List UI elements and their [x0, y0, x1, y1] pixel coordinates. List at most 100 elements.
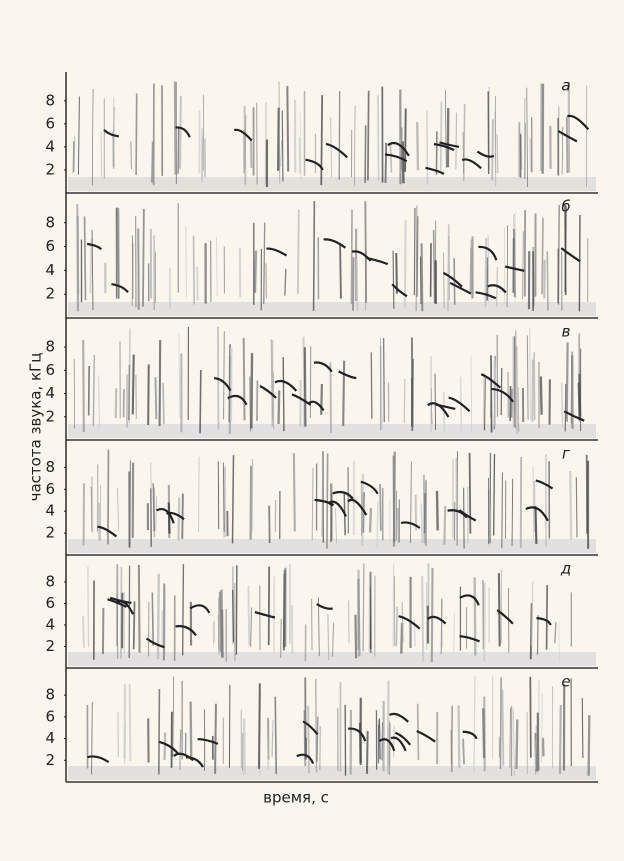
spectrogram-trace: [223, 331, 225, 420]
spectrogram-trace: [298, 136, 301, 174]
spectrogram-trace: [558, 704, 562, 774]
spectrogram-syllable: [525, 506, 549, 522]
spectrogram-trace: [329, 362, 332, 433]
spectrogram-trace: [299, 112, 302, 180]
spectrogram-trace: [137, 565, 141, 653]
spectrogram-trace: [565, 342, 569, 422]
spectrogram-trace: [578, 214, 581, 312]
spectrogram-trace: [499, 677, 502, 769]
spectrogram-trace: [515, 719, 519, 770]
panel-label: г: [562, 445, 570, 463]
spectrogram-syllable: [325, 142, 348, 159]
spectrogram-syllable: [197, 737, 219, 745]
spectrogram-trace: [267, 736, 270, 769]
spectrogram-trace: [339, 244, 342, 299]
spectrogram-trace: [557, 205, 560, 305]
spectrogram-trace: [364, 201, 368, 303]
y-tick-label: 8: [45, 91, 55, 109]
spectrogram-trace: [91, 229, 94, 311]
spectrogram-trace: [432, 229, 436, 304]
spectrogram-trace: [415, 205, 418, 312]
spectrogram-trace: [445, 90, 447, 168]
spectrogram-trace: [470, 356, 473, 434]
spectrogram-trace: [286, 86, 290, 172]
spectrogram-syllable: [475, 291, 497, 300]
panel-label: б: [561, 198, 570, 216]
spectrogram-trace: [335, 508, 337, 544]
spectrogram-trace: [242, 337, 246, 421]
spectrogram-trace: [311, 467, 314, 541]
spectrogram-trace: [569, 470, 573, 540]
spectrogram-trace: [192, 235, 195, 305]
y-tick-label: 6: [45, 707, 55, 725]
spectrogram-trace: [395, 606, 398, 647]
spectrogram-trace: [327, 613, 330, 661]
spectrogram-trace: [501, 689, 505, 766]
spectrogram-trace: [163, 732, 167, 760]
spectrogram-syllable: [459, 635, 480, 643]
spectrogram-syllable: [313, 361, 333, 373]
spectrogram-trace: [404, 108, 407, 172]
spectrogram-trace: [440, 599, 443, 655]
spectrogram-trace: [399, 138, 401, 175]
spectrogram-trace: [513, 709, 515, 776]
y-tick-label: 4: [45, 729, 55, 747]
spectrogram-trace: [393, 725, 395, 758]
spectrogram-trace: [158, 689, 161, 775]
spectrogram-syllable: [388, 712, 410, 723]
spectrogram-trace: [522, 231, 524, 300]
spectrogram-trace: [137, 228, 140, 310]
spectrogram-syllable: [560, 247, 581, 263]
spectrogram-trace: [545, 584, 549, 650]
spectrogram: [68, 326, 596, 438]
spectrogram-trace: [529, 137, 532, 172]
spectrogram-trace: [92, 354, 96, 427]
x-axis-label: время, с: [263, 789, 329, 807]
y-tick-label: 8: [45, 458, 55, 476]
spectrogram-trace: [420, 243, 424, 312]
spectrogram-trace: [353, 105, 356, 186]
spectrogram-trace: [540, 693, 543, 763]
spectrogram-syllable: [305, 158, 324, 171]
spectrogram-trace: [158, 340, 162, 427]
spectrogram-syllable: [86, 242, 103, 251]
spectrogram-trace: [232, 589, 235, 643]
spectrogram-trace: [111, 131, 115, 169]
spectrogram-trace: [381, 722, 384, 761]
spectrogram-syllable: [394, 731, 412, 746]
noise-band: [68, 302, 596, 316]
spectrogram-syllable: [316, 603, 333, 610]
spectrogram-syllable: [384, 153, 408, 163]
spectrogram-trace: [189, 701, 193, 759]
spectrogram-trace: [231, 455, 235, 544]
spectrogram-syllable: [449, 281, 472, 295]
y-tick-label: 2: [45, 160, 55, 178]
spectrogram-syllable: [274, 379, 298, 392]
spectrogram-trace: [413, 208, 416, 296]
spectrogram-trace: [147, 364, 150, 426]
spectrogram-trace: [274, 696, 278, 775]
y-tick-label: 4: [45, 502, 55, 520]
spectrogram-trace: [421, 575, 425, 662]
spectrogram-syllable: [323, 238, 347, 249]
spectrogram-trace: [270, 339, 273, 427]
y-tick-label: 2: [45, 751, 55, 769]
spectrogram-trace: [529, 603, 533, 660]
spectrogram: [68, 201, 596, 316]
spectrogram-trace: [416, 122, 420, 171]
spectrogram-syllable: [480, 373, 502, 389]
y-axis-label: частота звука, кГц: [27, 353, 45, 502]
spectrogram-trace: [403, 220, 407, 308]
spectrogram-trace: [484, 377, 486, 431]
spectrogram-trace: [355, 260, 359, 311]
spectrogram-trace: [152, 483, 155, 532]
y-tick-label: 4: [45, 384, 55, 402]
spectrogram-trace: [154, 377, 158, 420]
spectrogram-trace: [128, 364, 131, 421]
spectrogram-syllable: [233, 128, 253, 142]
spectrogram-syllable: [462, 730, 478, 740]
spectrogram-trace: [330, 117, 333, 178]
spectrogram-trace: [455, 457, 459, 546]
spectrogram-trace: [533, 352, 536, 421]
spectrogram-trace: [410, 461, 412, 544]
